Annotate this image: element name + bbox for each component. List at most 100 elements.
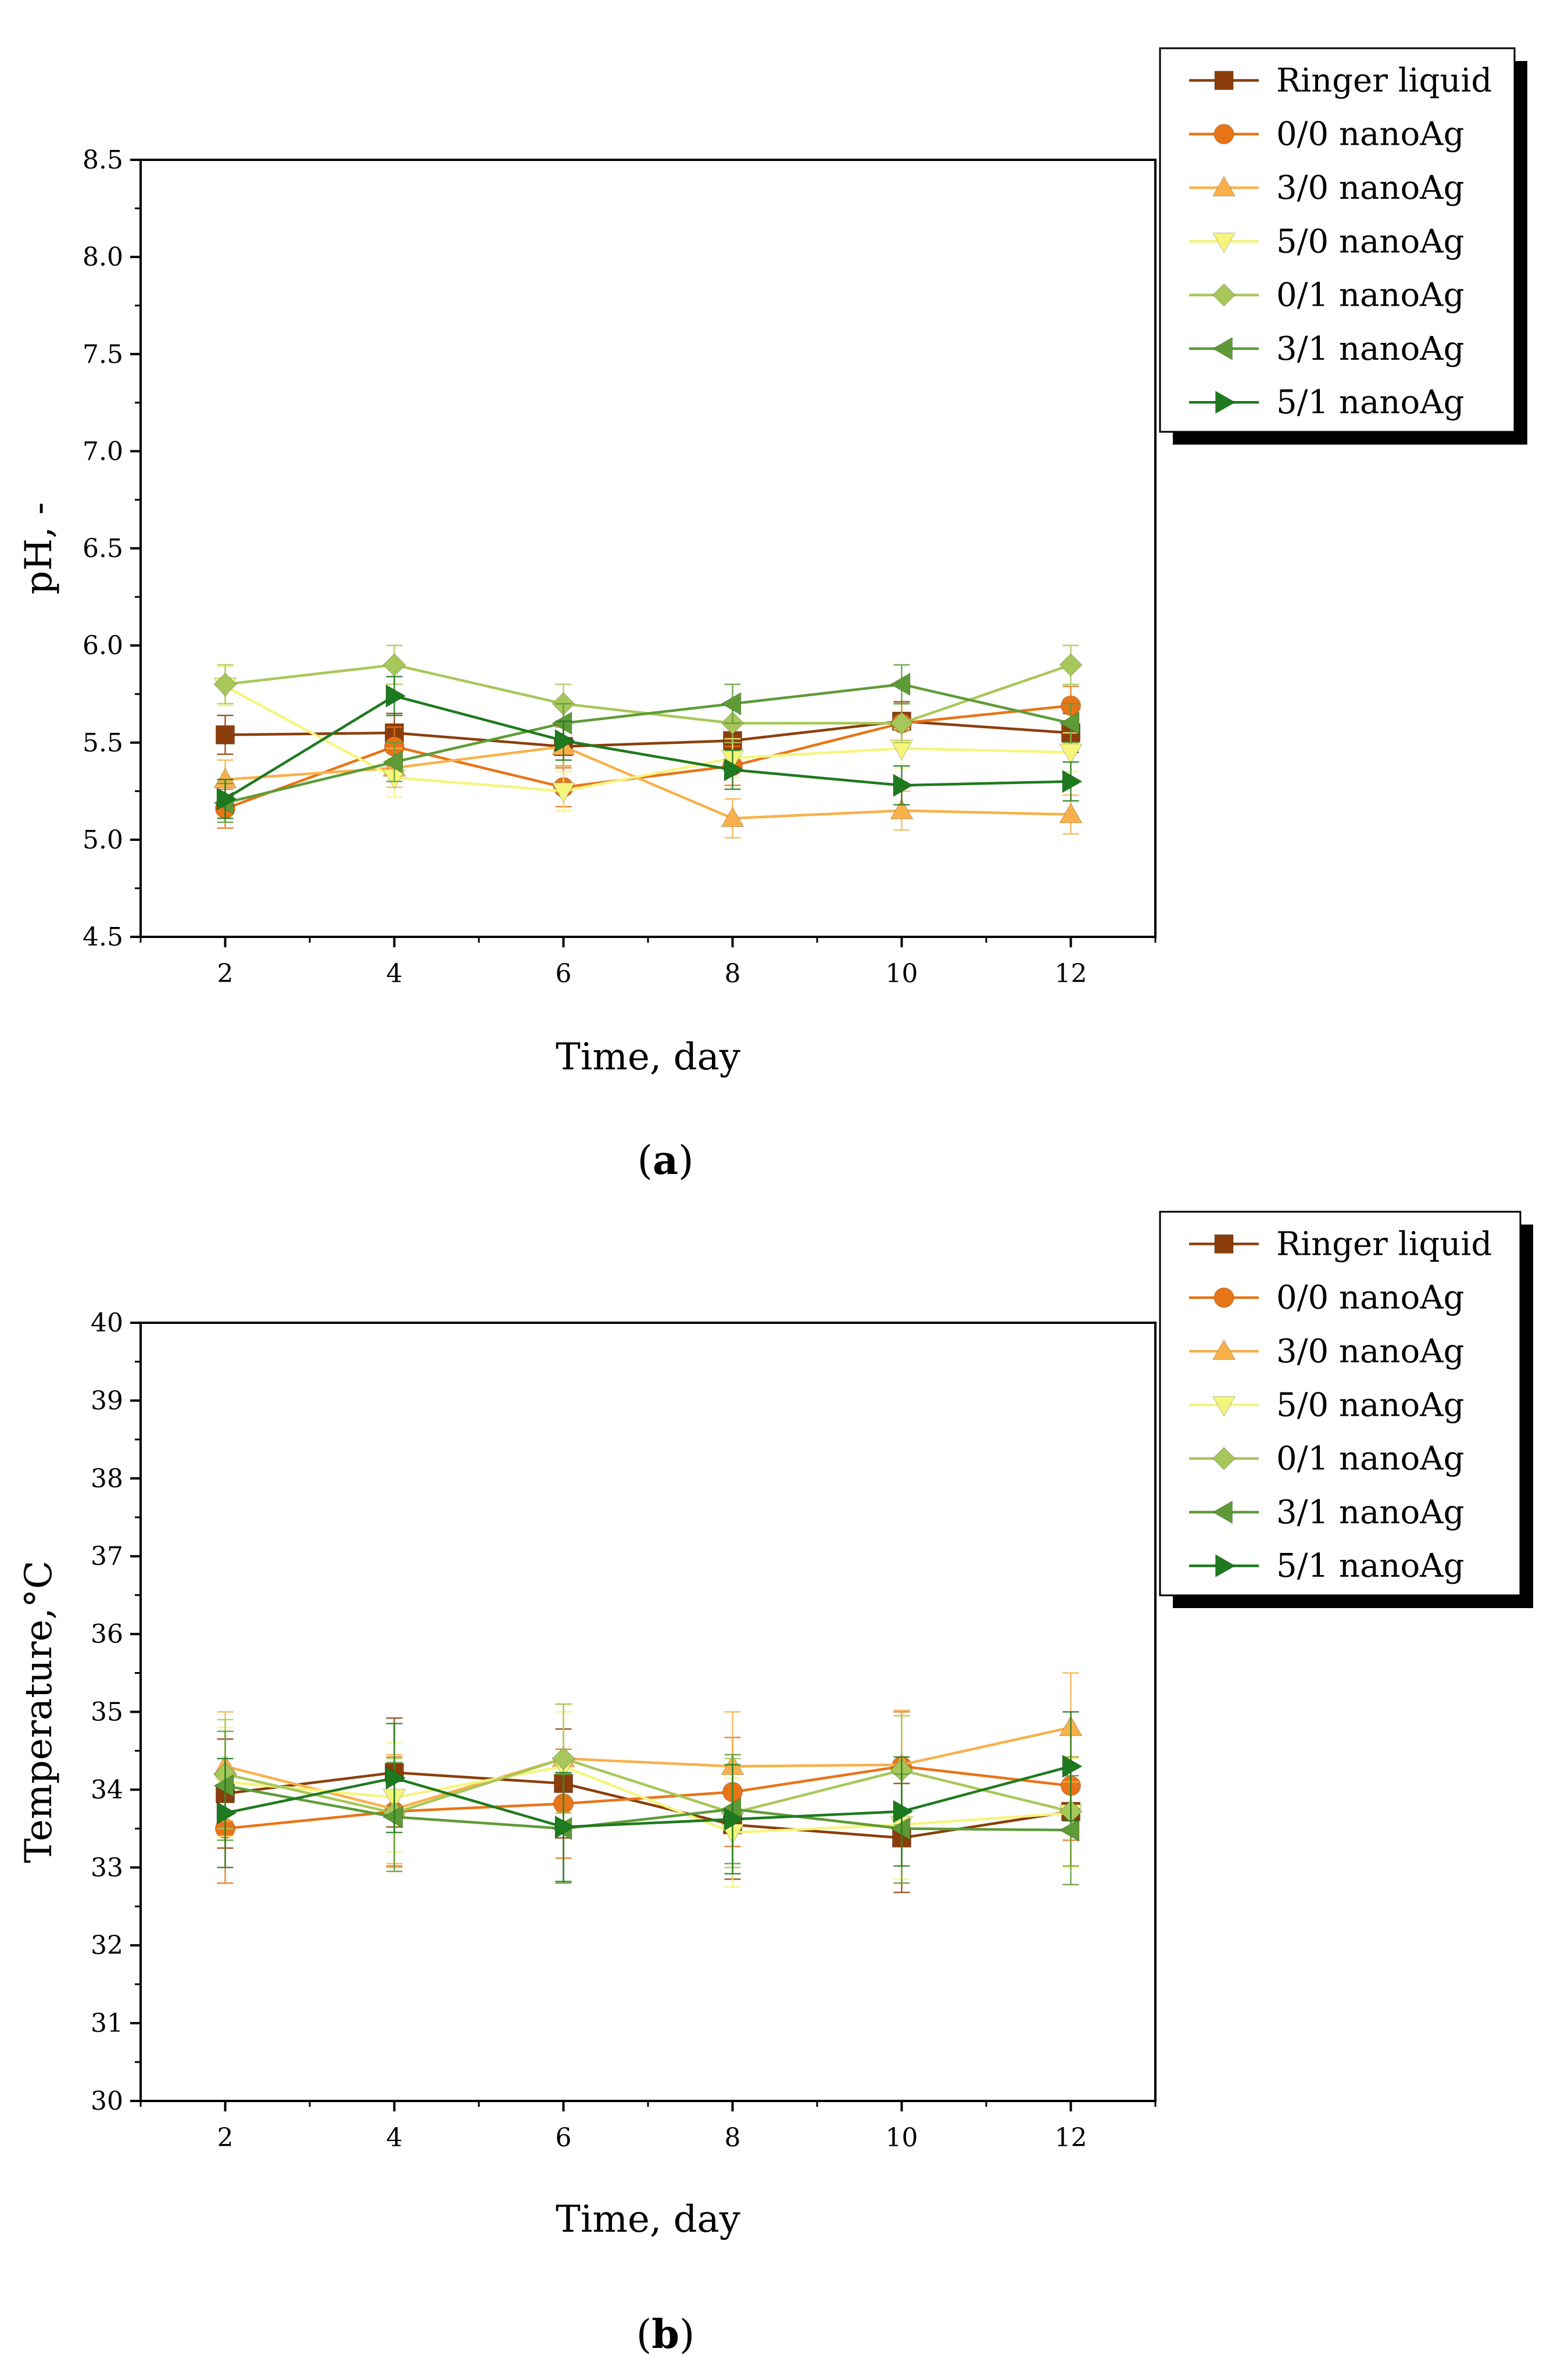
y-tick-label: 30 (91, 2086, 123, 2116)
data-point (724, 1807, 744, 1831)
series-2 (213, 1672, 1083, 1864)
series-4 (213, 645, 1083, 743)
x-tick-label: 8 (725, 959, 741, 989)
series-6 (216, 675, 1083, 819)
y-axis-title-group: Temperature,°C (17, 1560, 60, 1863)
legend-label: 5/1 nanoAg (1276, 384, 1464, 421)
legend-item: 0/1 nanoAg (1189, 277, 1464, 314)
data-point (1059, 1818, 1080, 1842)
y-tick-label: 36 (91, 1620, 123, 1649)
y-tick-label: 7.5 (83, 339, 123, 369)
series-line (224, 1726, 1071, 1811)
legend-marker (1215, 391, 1236, 414)
legend-item: 3/0 nanoAg (1189, 1333, 1464, 1370)
legend-marker (1212, 1339, 1236, 1360)
legend-label: 3/1 nanoAg (1276, 330, 1464, 368)
legend-marker (1212, 1447, 1236, 1470)
data-point (213, 672, 237, 696)
data-point (1059, 803, 1083, 824)
data-point (721, 806, 744, 828)
legend-marker (1212, 176, 1236, 196)
legend-item: 5/0 nanoAg (1189, 1386, 1464, 1424)
series-0 (216, 1717, 1080, 1893)
legend-label: 0/1 nanoAg (1276, 277, 1464, 314)
legend-item: 5/1 nanoAg (1189, 384, 1464, 421)
data-point (385, 684, 406, 708)
series-line (225, 1784, 1071, 1832)
data-point (890, 672, 911, 696)
series-line (224, 695, 1071, 800)
legend-item: 5/1 nanoAg (1189, 1547, 1464, 1585)
data-point (893, 774, 914, 797)
legend-label: 3/1 nanoAg (1276, 1494, 1464, 1531)
legend-label: 0/0 nanoAg (1276, 116, 1464, 153)
legend-label: 5/1 nanoAg (1276, 1547, 1464, 1585)
legend-marker (1214, 1234, 1234, 1254)
panel-label-close: ) (679, 2312, 695, 2358)
y-tick-label: 38 (91, 1464, 123, 1494)
x-tick-label: 10 (886, 959, 918, 989)
x-tick-label: 2 (217, 959, 234, 989)
legend: Ringer liquid 0/0 nanoAg 3/0 nanoAg 5/0 nan… (1159, 47, 1527, 445)
legend-label: 5/0 nanoAg (1276, 223, 1464, 260)
y-tick-label: 6.0 (83, 631, 123, 661)
series-3 (213, 666, 1083, 811)
panel-label-letter: b (651, 2311, 679, 2358)
panel-a: 4.5 5.0 5.5 6.0 6.5 7.0 7.5 8.0 8.5 2 4 6 8 10 12 Time,… (17, 47, 1527, 1184)
legend-marker (1214, 70, 1234, 90)
series-line (224, 685, 1071, 793)
series-line (225, 745, 1071, 820)
y-tick-label: 39 (91, 1386, 123, 1416)
legend-item: 0/0 nanoAg (1189, 116, 1464, 153)
legend-item: Ringer liquid (1189, 1225, 1492, 1263)
panel-label: (b) (636, 2311, 695, 2358)
x-tick-label: 2 (217, 2123, 234, 2153)
series-line (224, 704, 1071, 810)
x-tick-label: 4 (386, 2123, 403, 2153)
x-tick-label: 6 (556, 2123, 572, 2153)
x-tick-label: 12 (1055, 2123, 1087, 2153)
x-axis-title: Time, day (556, 2198, 740, 2241)
series-line (225, 1764, 1071, 1830)
data-point (721, 692, 742, 715)
y-tick-label: 35 (91, 1698, 123, 1727)
data-point (382, 653, 406, 676)
legend-marker (1215, 1554, 1236, 1578)
data-point (893, 1799, 914, 1823)
data-point (216, 787, 237, 811)
legend-label: 0/1 nanoAg (1276, 1440, 1464, 1478)
y-tick-label: 33 (91, 1853, 123, 1882)
data-point (552, 782, 575, 803)
data-point (213, 1774, 234, 1798)
data-point (552, 1746, 575, 1770)
y-tick-label: 34 (91, 1775, 123, 1805)
legend-item: 3/1 nanoAg (1189, 1494, 1464, 1531)
y-axis-title: pH, - (17, 502, 60, 595)
data-point (385, 1766, 406, 1790)
data-point (554, 729, 575, 753)
legend-label: 5/0 nanoAg (1276, 1386, 1464, 1424)
plot-frame (139, 159, 1157, 938)
data-point (724, 758, 744, 782)
data-point (1059, 653, 1083, 676)
y-tick-label: 31 (91, 2009, 123, 2038)
data-point (1059, 711, 1080, 735)
legend-marker (1213, 1287, 1234, 1308)
legend-item: 0/1 nanoAg (1189, 1440, 1464, 1478)
data-point (1062, 769, 1083, 793)
series-line (225, 1771, 1071, 1839)
x-tick-label: 8 (725, 2123, 741, 2153)
y-axis-title: Temperature,°C (17, 1560, 60, 1863)
panel-label-open: ( (637, 1138, 653, 1184)
y-tick-label: 6.5 (83, 534, 123, 564)
series-line (224, 1757, 1072, 1814)
y-tick-label: 5.5 (83, 728, 123, 758)
x-tick-label: 12 (1055, 959, 1087, 989)
data-point (216, 1801, 237, 1825)
y-axis-title-group: pH, - (17, 502, 60, 595)
panel-label-close: ) (678, 1138, 694, 1184)
series-line (225, 1764, 1071, 1834)
data-point (552, 711, 572, 735)
data-point (554, 1815, 575, 1839)
